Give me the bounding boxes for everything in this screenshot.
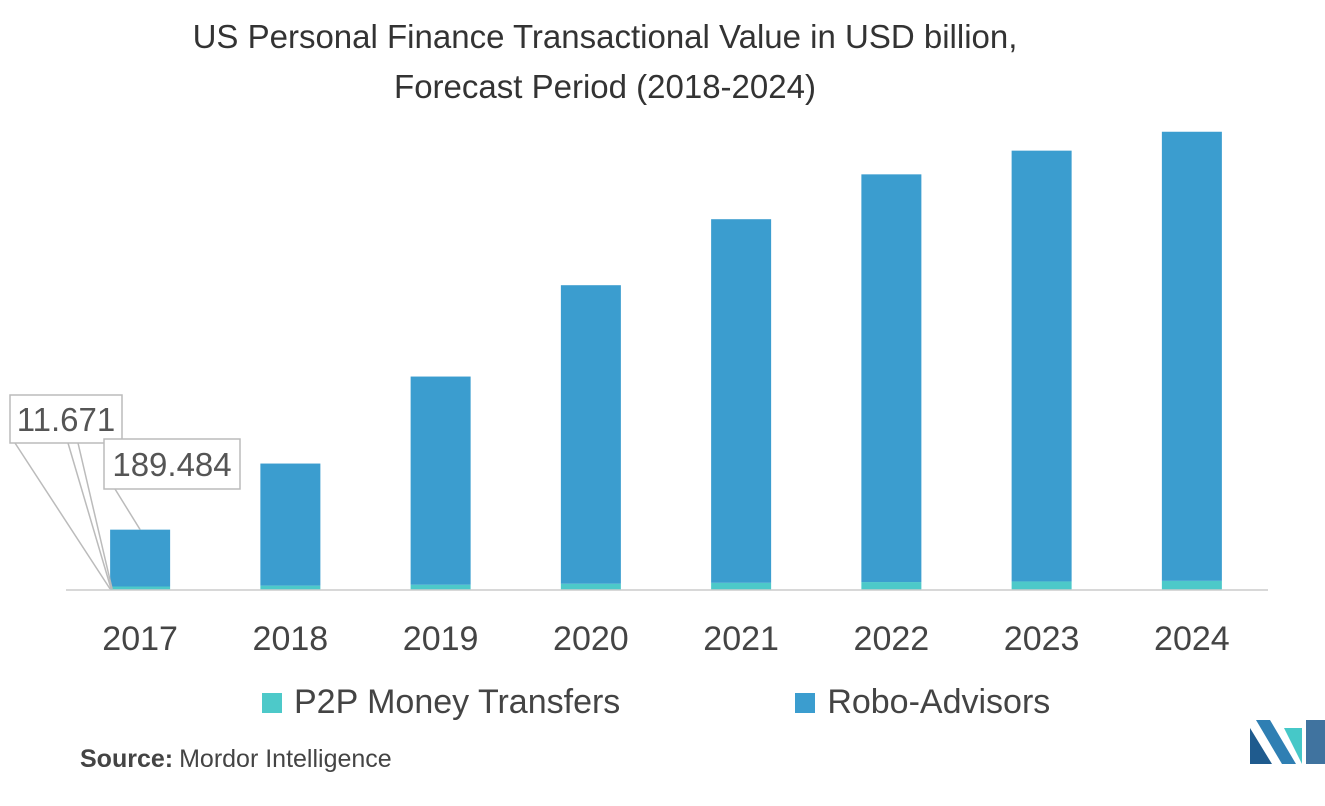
bar-robo-2023 <box>1011 150 1072 582</box>
legend-item-robo: Robo-Advisors <box>795 683 1050 722</box>
x-tick-label-2018: 2018 <box>253 620 329 658</box>
bar-robo-2020 <box>560 285 621 584</box>
bar-p2p-2023 <box>1011 581 1072 590</box>
data-label-leader-2017-0-0 <box>14 442 111 590</box>
mordor-intelligence-logo-icon <box>1250 720 1325 764</box>
source-note: Source: Mordor Intelligence <box>80 745 392 774</box>
legend-swatch-p2p <box>262 692 282 713</box>
data-label-box-2017-0 <box>9 394 123 444</box>
bar-robo-2021 <box>711 219 772 583</box>
bar-p2p-2022 <box>861 582 922 590</box>
source-text: Mordor Intelligence <box>179 745 392 773</box>
data-label-leader-2017-0-1 <box>67 442 112 590</box>
data-label-2017-1: 189.484 <box>112 446 231 483</box>
chart-title-block: US Personal Finance Transactional Value … <box>0 12 1210 112</box>
bar-p2p-2021 <box>711 582 772 590</box>
x-tick-label-2020: 2020 <box>553 620 629 658</box>
chart-title: US Personal Finance Transactional Value … <box>192 18 1018 55</box>
bar-robo-2024 <box>1161 131 1222 581</box>
legend-label-p2p: P2P Money Transfers <box>294 683 621 721</box>
data-label-2017-0: 11.671 <box>17 401 115 438</box>
x-tick-label-2019: 2019 <box>403 620 479 658</box>
x-tick-label-2024: 2024 <box>1154 620 1230 658</box>
source-label: Source: <box>80 745 174 773</box>
bar-p2p-2024 <box>1161 580 1222 590</box>
bar-p2p-2020 <box>560 583 621 590</box>
legend-swatch-robo <box>795 692 816 713</box>
legend-item-p2p: P2P Money Transfers <box>262 683 620 722</box>
x-tick-label-2021: 2021 <box>703 620 779 658</box>
bar-p2p-2018 <box>260 585 321 590</box>
data-label-leader-2017-0-2 <box>77 442 113 590</box>
legend-label-robo: Robo-Advisors <box>827 683 1051 721</box>
data-label-box-2017-1 <box>103 438 241 490</box>
legend: P2P Money Transfers Robo-Advisors <box>262 683 1225 722</box>
x-tick-label-2017: 2017 <box>102 620 178 658</box>
data-label-leader-2017-1-0 <box>114 488 141 531</box>
bar-robo-2018 <box>260 463 321 586</box>
bar-robo-2019 <box>410 376 471 585</box>
chart-subtitle: Forecast Period (2018-2024) <box>394 68 816 105</box>
bar-p2p-2019 <box>410 584 471 590</box>
bar-p2p-2017 <box>110 586 171 590</box>
x-tick-label-2023: 2023 <box>1004 620 1080 658</box>
bar-robo-2022 <box>861 174 922 583</box>
x-tick-label-2022: 2022 <box>854 620 930 658</box>
bar-robo-2017 <box>110 529 171 587</box>
